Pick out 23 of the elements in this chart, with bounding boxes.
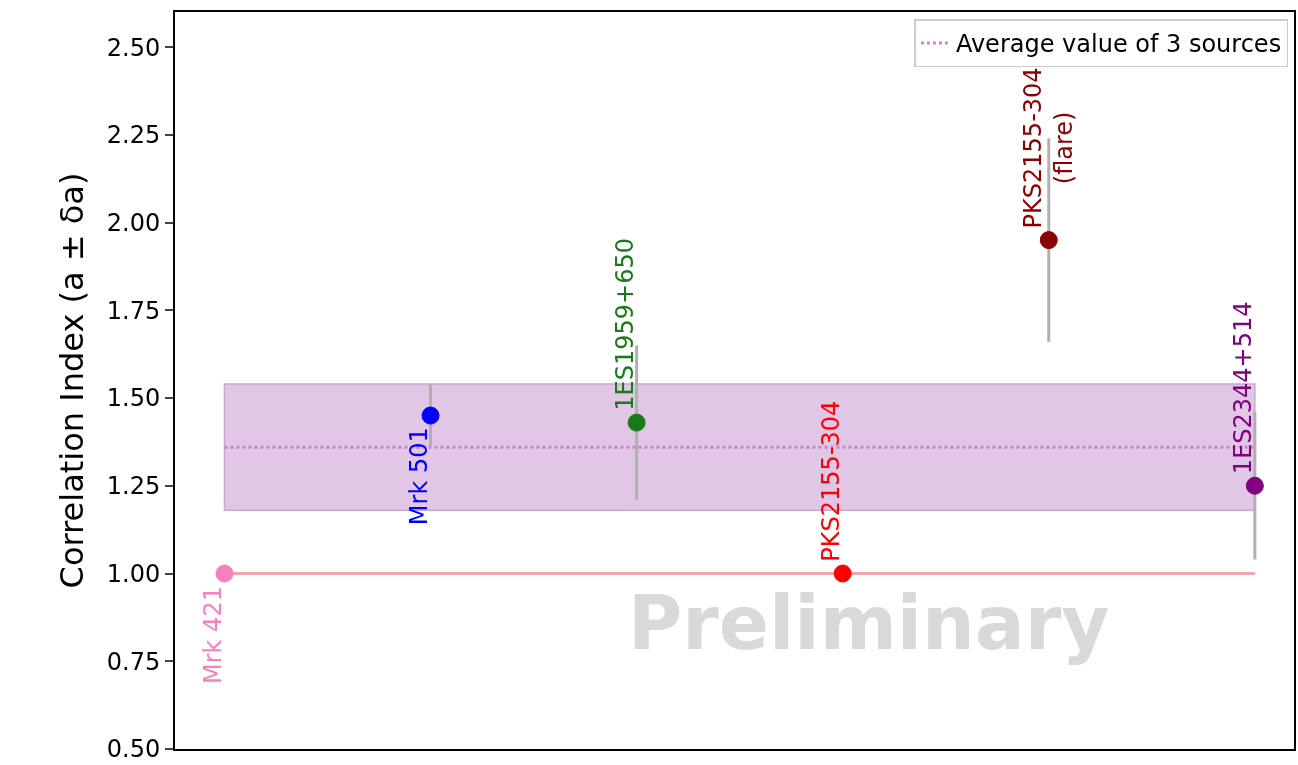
text: 1ES1959+650 — [610, 238, 639, 411]
text: Mrk 421 — [198, 586, 227, 684]
point — [1245, 476, 1264, 495]
y-tick-label: 0.50 — [106, 735, 161, 764]
point — [1039, 231, 1058, 250]
y-tick-label: 0.75 — [106, 647, 161, 676]
text: 1ES2344+514 — [1228, 301, 1257, 475]
y-tick-label: 1.50 — [106, 384, 161, 413]
text: Mrk 501 — [404, 427, 433, 526]
y-tick-label: 2.25 — [106, 121, 161, 150]
y-tick-label: 1.25 — [106, 472, 161, 501]
point — [421, 406, 440, 425]
y-axis-title: Correlation Index (a ± δa) — [52, 172, 91, 589]
point — [627, 413, 646, 432]
y-tick-label: 1.75 — [106, 296, 161, 325]
text: PKS2155-304 — [816, 400, 845, 562]
text: PKS2155-304 (flare) — [1019, 67, 1079, 229]
point — [215, 564, 234, 583]
y-tick-label: 2.50 — [106, 33, 161, 62]
y-tick-label: 1.00 — [106, 559, 161, 588]
legend-label: Average value of 3 sources — [955, 30, 1282, 59]
point — [833, 564, 852, 583]
y-tick-label: 2.00 — [106, 208, 161, 237]
